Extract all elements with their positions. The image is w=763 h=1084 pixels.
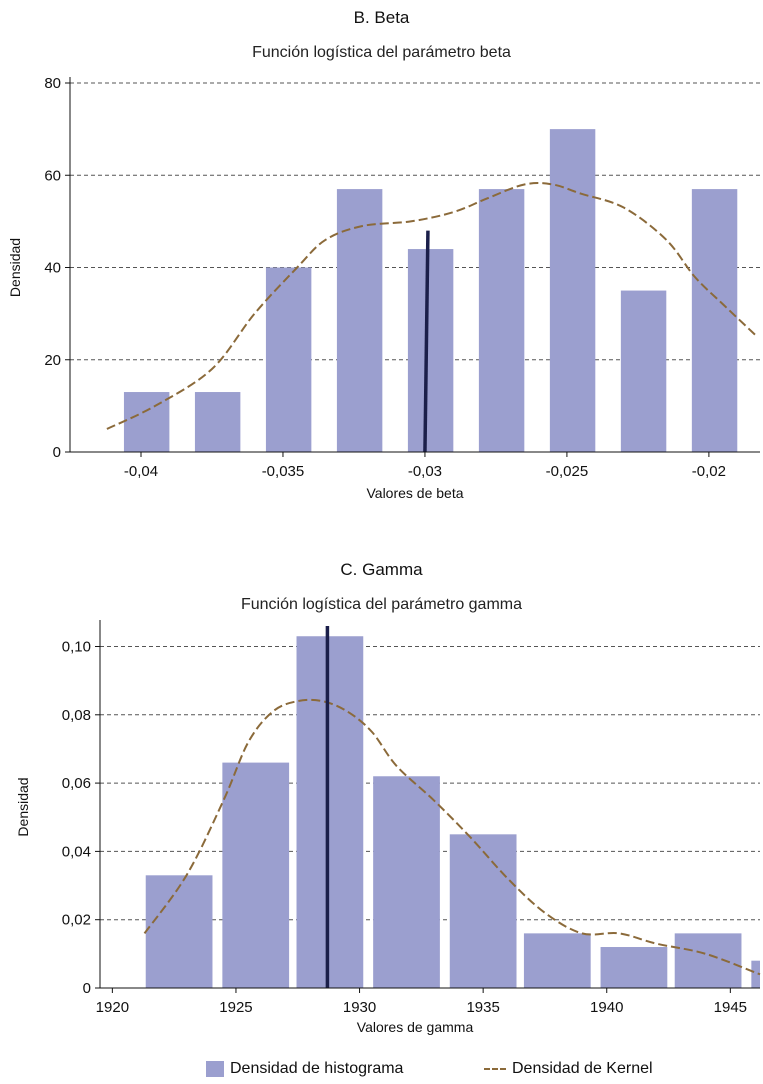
legend-swatch-kernel (484, 1068, 506, 1070)
gamma-plot (95, 620, 761, 993)
gamma-y-tick-label: 0,08 (62, 707, 91, 724)
gamma-histogram-bar (145, 875, 213, 988)
beta-histogram-bar (123, 392, 170, 452)
beta-x-tick-label: -0,04 (124, 463, 158, 480)
beta-x-tick-label: -0,03 (408, 463, 442, 480)
gamma-histogram-bar (222, 762, 290, 988)
chart-b-title: B. Beta (353, 8, 410, 27)
gamma-x-tick-label: 1935 (466, 999, 499, 1016)
beta-reference-line (423, 230, 430, 453)
gamma-histogram-bar (373, 776, 440, 988)
gamma-histogram-bar (523, 933, 591, 988)
gamma-histogram-bar (449, 834, 517, 988)
charts-canvas: 0 20 40 60 80 -0,04 -0,035 -0,03 -0,025 -0,02 Valo… (7, 75, 761, 1035)
beta-x-tick-label: -0,035 (262, 463, 305, 480)
beta-y-axis-label: Densidad (7, 238, 23, 297)
gamma-histogram-bar (674, 933, 742, 988)
gamma-histogram-bar (600, 947, 668, 988)
gamma-histogram-bar (751, 960, 760, 988)
beta-x-tick-label: -0,025 (546, 463, 589, 480)
legend: Densidad de histograma Densidad de Kerne… (0, 1060, 763, 1084)
beta-histogram-bar (549, 129, 596, 452)
legend-item-kernel: Densidad de Kernel (484, 1060, 653, 1078)
gamma-y-tick-label: 0,02 (62, 912, 91, 929)
gamma-x-tick-label: 1930 (343, 999, 376, 1016)
legend-swatch-histogram (206, 1061, 224, 1077)
chart-c-title: C. Gamma (340, 560, 423, 579)
gamma-x-axis-label: Valores de gamma (357, 1019, 474, 1035)
gamma-y-tick-label: 0,06 (62, 775, 91, 792)
gamma-y-tick-label: 0,10 (62, 638, 91, 655)
legend-item-histogram: Densidad de histograma (206, 1060, 403, 1078)
gamma-y-axis-label: Densidad (15, 777, 31, 836)
beta-x-tick-label: -0,02 (692, 463, 726, 480)
chart-b-subtitle: Función logística del parámetro beta (252, 44, 511, 61)
gamma-y-tick-label: 0 (83, 980, 91, 997)
beta-histogram-bar (336, 189, 383, 452)
beta-y-tick-label: 40 (44, 260, 61, 277)
legend-label-histogram: Densidad de histograma (230, 1060, 404, 1077)
beta-y-tick-label: 0 (53, 444, 61, 461)
gamma-x-tick-label: 1940 (590, 999, 623, 1016)
beta-histogram-bar (194, 392, 241, 452)
beta-histogram-bar (265, 267, 312, 452)
beta-y-tick-label: 20 (44, 352, 61, 369)
gamma-kernel-curve (143, 698, 761, 976)
beta-plot (65, 77, 760, 457)
gamma-x-tick-label: 1945 (714, 999, 747, 1016)
beta-histogram-bar (691, 189, 738, 452)
beta-histogram-bar (407, 249, 454, 452)
beta-y-tick-label: 60 (44, 167, 61, 184)
legend-label-kernel: Densidad de Kernel (512, 1060, 653, 1077)
beta-kernel-curve (106, 182, 758, 430)
gamma-x-tick-label: 1920 (96, 999, 129, 1016)
beta-histogram-bar (478, 189, 525, 452)
gamma-y-tick-label: 0,04 (62, 843, 91, 860)
chart-c-subtitle: Función logística del parámetro gamma (240, 596, 523, 613)
beta-histogram-bar (620, 290, 667, 452)
gamma-x-tick-label: 1925 (219, 999, 252, 1016)
beta-y-tick-label: 80 (44, 75, 61, 92)
gamma-histogram-bar (296, 636, 364, 988)
beta-x-axis-label: Valores de beta (366, 485, 463, 501)
